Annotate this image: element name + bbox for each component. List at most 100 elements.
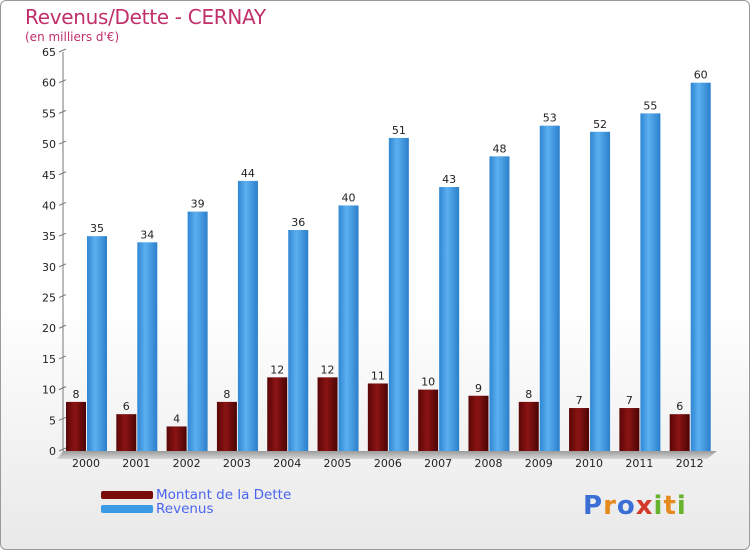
logo-letter: t [663,491,677,521]
legend-swatch-dette [101,491,153,499]
logo-letter: i [676,491,687,521]
x-tick-label-2001: 2001 [122,457,150,470]
y-tick-label: 50 [42,138,56,151]
x-tick-label-2003: 2003 [223,457,251,470]
y-tick-label: 20 [42,322,56,335]
y-tick-mark [58,171,67,176]
bar-dette-2008 [468,395,489,451]
y-tick-label: 25 [42,292,56,305]
label-revenus-2001: 34 [140,228,154,241]
label-revenus-2002: 39 [191,198,205,211]
label-dette-2010: 7 [576,394,583,407]
bar-revenus-2008 [489,156,510,451]
label-revenus-2012: 60 [694,69,708,82]
y-tick-label: 30 [42,261,56,274]
bar-dette-2011 [619,408,640,451]
y-tick-label: 55 [42,107,56,120]
bar-revenus-2010 [590,131,611,452]
bars [66,82,711,452]
y-tick-mark [58,416,67,421]
label-revenus-2011: 55 [643,99,657,112]
y-tick-mark [58,79,67,84]
logo-letter: x [635,491,654,521]
logo-letter: P [583,491,604,521]
bar-dette-2000 [66,401,86,451]
label-dette-2003: 8 [223,388,230,401]
label-dette-2000: 8 [73,388,80,401]
bar-dette-2004 [267,377,288,451]
y-tick-label: 0 [49,445,56,458]
bar-dette-2007 [418,389,439,451]
legend-swatch-revenus [101,505,153,513]
y-tick-label: 5 [49,414,56,427]
bar-dette-2003 [216,401,237,451]
y-tick-label: 10 [42,384,56,397]
value-labels: 8356344398441236124011511043948853752755… [73,69,708,426]
y-tick-mark [58,232,67,237]
bar-revenus-2009 [539,125,560,452]
bar-dette-2010 [569,408,590,451]
y-tick-mark [58,202,67,206]
chart-title: Revenus/Dette - CERNAY [25,5,266,29]
bar-revenus-2007 [439,187,460,452]
y-tick-label: 60 [42,77,56,90]
label-dette-2012: 6 [676,400,683,413]
bar-dette-2005 [317,377,338,451]
bar-revenus-2011 [640,113,661,451]
bar-dette-2002 [166,426,187,451]
label-dette-2011: 7 [626,394,633,407]
x-tick-label-2010: 2010 [575,457,603,470]
legend-label-revenus: Revenus [156,501,214,517]
legend-label-dette: Montant de la Dette [156,487,292,503]
label-dette-2005: 12 [321,363,335,376]
y-tick-mark [58,140,67,145]
bar-revenus-2000 [87,236,107,451]
label-revenus-2010: 52 [593,118,607,131]
y-tick-mark [58,48,67,53]
bar-revenus-2003 [237,180,258,451]
logo-letter: r [603,491,617,521]
y-tick-label: 45 [42,169,56,182]
y-tick-label: 65 [42,46,56,59]
x-tick-label-2004: 2004 [273,457,301,470]
x-tick-label-2012: 2012 [676,457,704,470]
label-revenus-2000: 35 [90,222,104,235]
axes: 0 5 10 15 20 25 30 35 40 45 50 55 60 65 2000 2001 2002 20… [42,46,717,470]
label-dette-2001: 6 [123,400,130,413]
x-tick-label-2009: 2009 [525,457,553,470]
x-tick-label-2011: 2011 [625,457,653,470]
label-dette-2006: 11 [371,369,385,382]
y-tick-mark [58,386,67,391]
y-tick-mark [58,263,67,268]
label-dette-2009: 8 [525,388,532,401]
label-revenus-2006: 51 [392,124,406,137]
x-tick-label-2005: 2005 [324,457,352,470]
label-revenus-2004: 36 [291,216,305,229]
x-tick-label-2000: 2000 [72,457,100,470]
x-tick-label-2006: 2006 [374,457,402,470]
label-revenus-2003: 44 [241,167,255,180]
bar-revenus-2005 [338,205,359,451]
y-tick-mark [58,447,67,452]
bar-dette-2006 [367,383,388,451]
bar-dette-2012 [669,414,690,451]
label-dette-2008: 9 [475,382,482,395]
bar-dette-2001 [116,414,137,451]
chart-unit-label: (en milliers d'€) [25,30,120,44]
x-tick-label-2002: 2002 [173,457,201,470]
y-tick-mark [58,355,67,360]
x-tick-label-2007: 2007 [424,457,452,470]
bar-revenus-2012 [690,82,711,451]
y-tick-label: 15 [42,353,56,366]
label-dette-2002: 4 [173,412,180,425]
label-revenus-2005: 40 [342,191,356,204]
bar-revenus-2004 [288,230,309,451]
logo-letter: i [653,491,664,521]
y-tick-label: 40 [42,199,56,212]
y-tick-mark [58,324,67,329]
y-tick-mark [58,109,67,114]
proxiti-logo: Proxiti [583,491,687,521]
bar-revenus-2001 [137,242,158,451]
y-tick-mark [58,294,67,298]
bar-revenus-2002 [187,211,208,451]
